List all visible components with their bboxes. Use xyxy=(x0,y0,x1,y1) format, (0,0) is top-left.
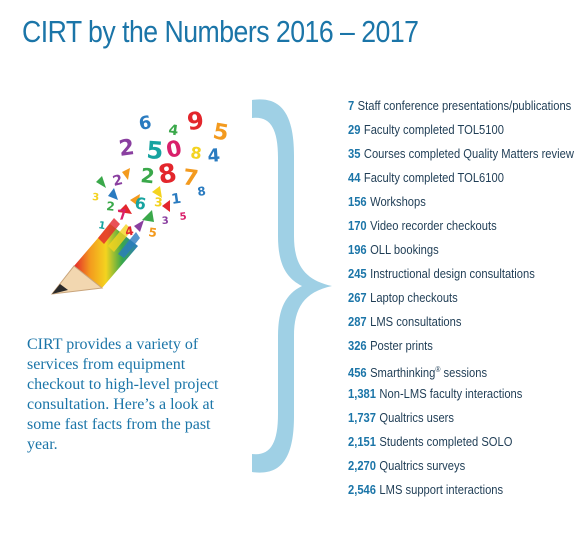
stat-label: Faculty completed TOL6100 xyxy=(363,170,504,185)
stat-number: 1,381 xyxy=(348,386,376,401)
stat-number: 170 xyxy=(348,218,367,233)
stat-label: Qualtrics users xyxy=(379,410,454,425)
stat-label: Faculty completed TOL5100 xyxy=(363,122,504,137)
digit-glyph: 4 xyxy=(167,122,179,139)
digit-glyph: 8 xyxy=(156,158,179,191)
digit-glyph: 8 xyxy=(196,184,206,199)
registered-mark: ® xyxy=(435,365,441,374)
stat-number: 44 xyxy=(348,170,361,185)
stat-label: LMS consultations xyxy=(370,314,462,329)
digit-glyph: 2 xyxy=(117,135,136,162)
digit-glyph: 3 xyxy=(154,195,163,210)
stat-label: Courses completed Quality Matters review xyxy=(363,146,574,161)
digit-glyph: 8 xyxy=(190,143,203,163)
stat-item: 267 Laptop checkouts xyxy=(348,286,574,310)
stat-item: 1,737 Qualtrics users xyxy=(348,406,574,430)
digit-glyph: 5 xyxy=(146,136,165,165)
stat-item: 287 LMS consultations xyxy=(348,310,574,334)
digit-glyph: 5 xyxy=(179,211,187,223)
stat-item: 326 Poster prints xyxy=(348,334,574,358)
stat-item: 2,151 Students completed SOLO xyxy=(348,430,574,454)
stat-label: Staff conference presentations/publicati… xyxy=(357,98,572,113)
stat-item: 156 Workshops xyxy=(348,190,574,214)
digit-glyph: 2 xyxy=(139,163,155,188)
stat-label: Workshops xyxy=(370,194,426,209)
stat-number: 196 xyxy=(348,242,367,257)
digit-glyph: 5 xyxy=(148,225,158,240)
confetti-shards xyxy=(96,168,170,232)
digit-glyph: 1 xyxy=(97,220,106,232)
digit-glyph: 4 xyxy=(207,145,221,167)
stat-label-suffix: sessions xyxy=(440,365,488,380)
intro-paragraph: CIRT provides a variety of services from… xyxy=(27,336,219,453)
digit-glyph: 7 xyxy=(181,165,200,192)
stats-list: 7 Staff conference presentations/publicat… xyxy=(348,94,584,502)
digit-glyph: 0 xyxy=(164,136,184,164)
stat-item: 245 Instructional design consultations xyxy=(348,262,574,286)
digit-glyph: 5 xyxy=(211,119,230,146)
stat-label: Qualtrics surveys xyxy=(379,458,466,473)
stat-label: Smarthinking xyxy=(370,365,436,380)
page-title: CIRT by the Numbers 2016 – 2017 xyxy=(22,14,419,49)
stat-number: 29 xyxy=(348,122,361,137)
digit-glyph: 3 xyxy=(161,216,169,227)
stat-number: 267 xyxy=(348,290,367,305)
stat-label: Laptop checkouts xyxy=(370,290,458,305)
stat-number: 7 xyxy=(348,98,355,113)
digit-glyph: 9 xyxy=(186,106,206,136)
stat-number: 2,546 xyxy=(348,482,376,497)
stat-number: 456 xyxy=(348,365,367,380)
pencil-body xyxy=(50,218,140,295)
stat-number: 1,737 xyxy=(348,410,376,425)
digit-glyph: 2 xyxy=(111,172,124,190)
stat-number: 156 xyxy=(348,194,367,209)
curly-brace-icon xyxy=(252,99,332,473)
stat-item: 456 Smarthinking® sessions xyxy=(348,358,574,382)
stat-label: LMS support interactions xyxy=(379,482,504,497)
digit-glyph: 6 xyxy=(133,193,147,214)
digit-glyph: 6 xyxy=(137,112,153,135)
stat-number: 35 xyxy=(348,146,361,161)
stat-number: 245 xyxy=(348,266,367,281)
stat-label: Students completed SOLO xyxy=(379,434,513,449)
stat-item: 196 OLL bookings xyxy=(348,238,574,262)
digit-glyph: 1 xyxy=(170,191,182,208)
stat-item: 2,546 LMS support interactions xyxy=(348,478,574,502)
stat-number: 2,151 xyxy=(348,434,376,449)
digit-glyph: 7 xyxy=(117,207,128,224)
stat-item: 35 Courses completed Quality Matters revi… xyxy=(348,142,574,166)
stat-label: Instructional design consultations xyxy=(370,266,535,281)
stat-label: Non-LMS faculty interactions xyxy=(379,386,523,401)
stat-item: 170 Video recorder checkouts xyxy=(348,214,574,238)
digit-glyph: 2 xyxy=(106,199,116,214)
stat-number: 287 xyxy=(348,314,367,329)
stat-item: 1,381 Non-LMS faculty interactions xyxy=(348,382,574,406)
stat-item: 29 Faculty completed TOL5100 xyxy=(348,118,574,142)
digit-glyph: 3 xyxy=(92,192,100,203)
stat-item: 2,270 Qualtrics surveys xyxy=(348,454,574,478)
stat-number: 326 xyxy=(348,338,367,353)
stat-item: 7 Staff conference presentations/publicat… xyxy=(348,94,574,118)
stat-label: Video recorder checkouts xyxy=(370,218,497,233)
stat-number: 2,270 xyxy=(348,458,376,473)
digit-glyph: 4 xyxy=(124,224,135,239)
stat-label: Poster prints xyxy=(370,338,433,353)
stat-item: 44 Faculty completed TOL6100 xyxy=(348,166,574,190)
stat-label: OLL bookings xyxy=(370,242,439,257)
